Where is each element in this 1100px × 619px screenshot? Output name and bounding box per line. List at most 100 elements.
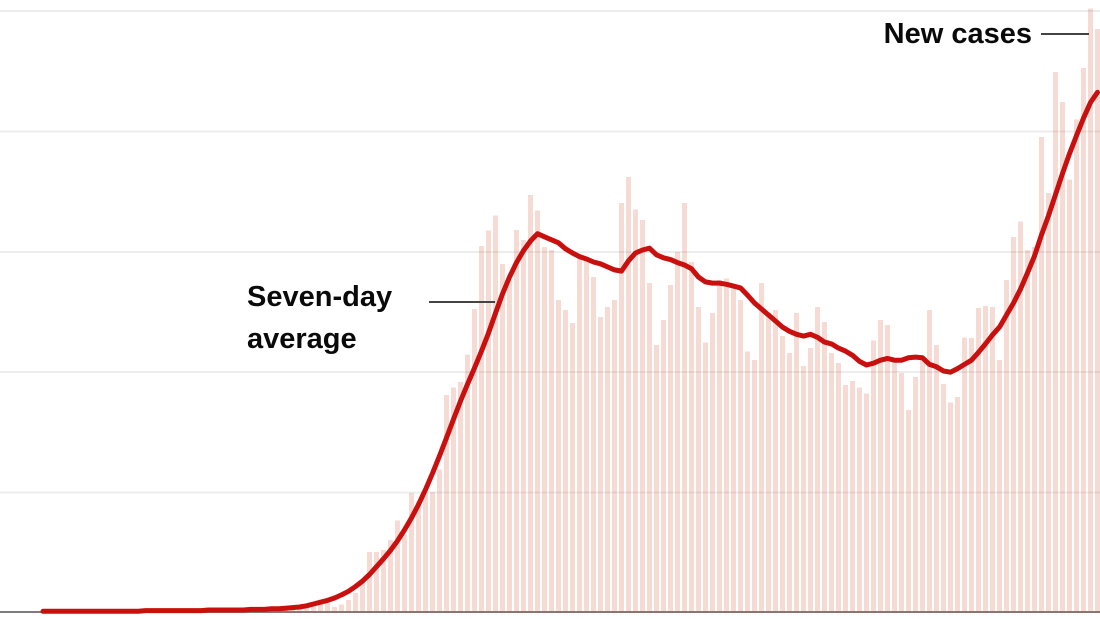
daily-new-cases-bar: [339, 604, 344, 613]
daily-new-cases-bar: [983, 306, 988, 613]
daily-new-cases-bar: [577, 257, 582, 613]
daily-new-cases-bar: [731, 286, 736, 613]
daily-new-cases-bar: [661, 319, 666, 613]
daily-new-cases-bar: [346, 599, 351, 613]
daily-new-cases-bar: [640, 219, 645, 613]
seven-day-average-label: Seven-day average: [247, 281, 393, 355]
daily-new-cases-bar: [542, 247, 547, 613]
daily-new-cases-bar: [794, 313, 799, 613]
daily-new-cases-bar: [1067, 179, 1072, 613]
daily-new-cases-bar: [654, 345, 659, 613]
daily-new-cases-bar: [451, 387, 456, 613]
daily-new-cases-bar: [927, 310, 932, 613]
daily-new-cases-bar: [997, 360, 1002, 613]
daily-new-cases-bar: [829, 352, 834, 613]
daily-new-cases-bar: [1011, 236, 1016, 614]
daily-new-cases-bar: [920, 360, 925, 613]
daily-new-cases-bar: [878, 319, 883, 613]
daily-new-cases-bar: [647, 283, 652, 613]
daily-new-cases-bar: [955, 396, 960, 613]
daily-new-cases-bar: [423, 492, 428, 613]
daily-new-cases-bar: [934, 345, 939, 613]
daily-new-cases-bar: [521, 239, 526, 614]
daily-new-cases-bar: [633, 209, 638, 613]
daily-new-cases-bar: [815, 307, 820, 613]
daily-new-cases-bar: [1039, 136, 1044, 614]
daily-new-cases-bar: [297, 607, 302, 613]
daily-new-cases-bar: [1053, 71, 1058, 614]
daily-new-cases-bar: [1004, 280, 1009, 613]
daily-new-cases-bar: [1088, 8, 1093, 614]
daily-new-cases-bar: [703, 342, 708, 613]
daily-new-cases-bar: [409, 493, 414, 613]
daily-new-cases-bar: [857, 387, 862, 613]
daily-new-cases-bar: [864, 393, 869, 613]
daily-new-cases-bar: [724, 278, 729, 613]
daily-new-cases-bar: [773, 310, 778, 613]
daily-new-cases-bar: [675, 251, 680, 614]
daily-new-cases-bar: [1025, 250, 1030, 613]
daily-new-cases-bar: [416, 501, 421, 613]
daily-new-cases-bar: [290, 608, 295, 613]
daily-new-cases-bar: [962, 337, 967, 613]
daily-new-cases-bar: [367, 552, 372, 613]
daily-new-cases-bar: [1018, 221, 1023, 613]
daily-new-cases-bar: [605, 307, 610, 613]
daily-new-cases-bar: [1032, 247, 1037, 613]
daily-new-cases-bar: [486, 230, 491, 613]
daily-new-cases-bar: [381, 549, 386, 613]
seven-day-average-line: [40, 89, 1100, 614]
daily-new-cases-bar: [360, 579, 365, 613]
daily-new-cases-bar: [507, 280, 512, 613]
daily-new-cases-bar: [1074, 119, 1079, 614]
daily-new-cases-bar: [472, 309, 477, 613]
daily-new-cases-bar: [318, 603, 323, 613]
daily-new-cases-bar: [717, 280, 722, 613]
daily-new-cases-bar: [493, 215, 498, 613]
daily-new-cases-bar: [1081, 68, 1086, 613]
daily-new-cases-bar: [941, 384, 946, 613]
daily-new-cases-bar: [528, 195, 533, 613]
daily-new-cases-bar: [885, 325, 890, 613]
daily-new-cases-bar: [458, 381, 463, 613]
daily-new-cases-bar: [787, 352, 792, 613]
daily-new-cases-bar: [591, 277, 596, 613]
daily-new-cases-bar: [899, 372, 904, 613]
daily-new-cases-bar: [906, 410, 911, 613]
daily-new-cases-bar: [619, 203, 624, 613]
daily-new-cases-bar: [332, 607, 337, 613]
new-cases-label: New cases: [883, 18, 1032, 50]
daily-new-cases-bar: [388, 540, 393, 613]
daily-new-cases-bar: [871, 340, 876, 613]
daily-new-cases-bar: [1095, 29, 1100, 614]
daily-new-cases-bar: [311, 606, 316, 613]
daily-new-cases-bar: [549, 250, 554, 613]
daily-new-cases-bar: [850, 381, 855, 613]
daily-new-cases-bar: [402, 534, 407, 613]
daily-new-cases-bar: [696, 307, 701, 613]
daily-new-cases-bar: [738, 300, 743, 613]
daily-new-cases-bar: [892, 360, 897, 613]
daily-new-cases-bar: [612, 300, 617, 613]
daily-new-cases-bar: [689, 262, 694, 613]
daily-new-cases-bar: [598, 316, 603, 613]
daily-new-cases-bar: [976, 307, 981, 613]
daily-new-cases-bar: [500, 263, 505, 613]
daily-new-cases-bar: [626, 177, 631, 613]
daily-new-cases-bar: [843, 384, 848, 613]
daily-new-cases-bar: [479, 245, 484, 614]
daily-new-cases-bar: [969, 337, 974, 613]
daily-new-cases-bar: [668, 284, 673, 613]
daily-new-cases-bar: [780, 336, 785, 613]
daily-new-cases-bar: [682, 203, 687, 613]
daily-new-cases-bar: [710, 313, 715, 613]
daily-new-cases-bar: [465, 354, 470, 613]
daily-new-cases-bar: [1046, 192, 1051, 614]
daily-new-cases-bar: [759, 283, 764, 613]
daily-new-cases-bar: [752, 360, 757, 613]
daily-new-cases-bar: [822, 322, 827, 613]
daily-new-cases-bar: [304, 607, 309, 613]
daily-new-cases-bar: [444, 395, 449, 613]
daily-new-cases-bar: [353, 593, 358, 613]
